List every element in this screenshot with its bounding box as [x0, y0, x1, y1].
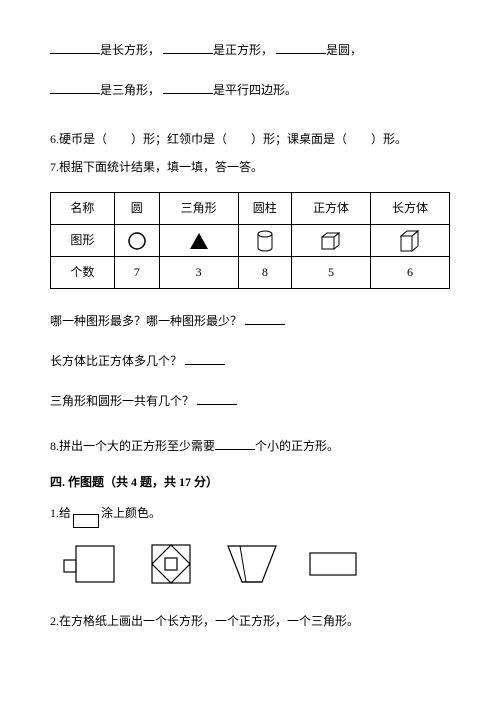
text: 是长方形， [100, 43, 160, 57]
shape-1-icon [60, 540, 118, 588]
th-cuboid: 长方体 [370, 193, 449, 225]
q6-text: 6.硬币是（ ）形；红领巾是（ ）形；课桌面是（ ）形。 [50, 132, 407, 146]
cube-icon [319, 230, 343, 252]
text: 是圆， [326, 43, 362, 57]
fill-line-2: 是三角形， 是平行四边形。 [50, 80, 450, 102]
text: 长方体比正方体多几个？ [50, 354, 182, 368]
cell-triangle-icon [159, 225, 238, 257]
question-7: 7.根据下面统计结果，填一填，答一答。 [50, 157, 450, 179]
blank[interactable] [163, 40, 213, 54]
table-row-shapes: 图形 [51, 225, 450, 257]
text: 是三角形， [100, 83, 160, 97]
blank[interactable] [50, 40, 100, 54]
th-circle: 圆 [114, 193, 159, 225]
blank[interactable] [50, 80, 100, 94]
blank[interactable] [185, 351, 225, 365]
blank[interactable] [215, 436, 255, 450]
table-row-counts: 个数 7 3 8 5 6 [51, 257, 450, 289]
blank[interactable] [276, 40, 326, 54]
question-8: 8.拼出一个大的正方形至少需要 个小的正方形。 [50, 436, 450, 458]
cell-cube-icon [292, 225, 371, 257]
shape-3-icon [224, 540, 280, 588]
blank[interactable] [245, 311, 285, 325]
blank[interactable] [197, 391, 237, 405]
drawing-q2: 2.在方格纸上画出一个长方形，一个正方形，一个三角形。 [50, 611, 450, 633]
count-cell: 5 [292, 257, 371, 289]
count-cell: 6 [370, 257, 449, 289]
table-row-header: 名称 圆 三角形 圆柱 正方体 长方体 [51, 193, 450, 225]
q7-text: 7.根据下面统计结果，填一填，答一答。 [50, 160, 263, 174]
color-box-icon [73, 514, 99, 528]
fill-line-1: 是长方形， 是正方形， 是圆， [50, 40, 450, 62]
q8-text-b: 个小的正方形。 [255, 439, 339, 453]
drawing-shapes-row [50, 539, 450, 589]
count-cell: 7 [114, 257, 159, 289]
q7-sub-a: 哪一种图形最多？哪一种图形最少？ [50, 311, 450, 333]
cell-circle-icon [114, 225, 159, 257]
section-4-title: 四. 作图题（共 4 题，共 17 分） [50, 472, 450, 494]
count-cell: 8 [238, 257, 291, 289]
cuboid-icon [398, 228, 422, 254]
text: 三角形和圆形一共有几个？ [50, 394, 194, 408]
circle-icon [127, 231, 147, 251]
q7-sub-c: 三角形和圆形一共有几个？ [50, 391, 450, 413]
d1-text-b: 涂上颜色。 [101, 506, 161, 520]
text: 是平行四边形。 [213, 83, 297, 97]
cylinder-icon [255, 229, 275, 253]
blank[interactable] [163, 80, 213, 94]
cell-cuboid-icon [370, 225, 449, 257]
question-6: 6.硬币是（ ）形；红领巾是（ ）形；课桌面是（ ）形。 [50, 129, 450, 151]
q8-text-a: 8.拼出一个大的正方形至少需要 [50, 439, 215, 453]
row-label: 图形 [51, 225, 115, 257]
th-cylinder: 圆柱 [238, 193, 291, 225]
shape-2-icon [146, 539, 196, 589]
count-cell: 3 [159, 257, 238, 289]
shape-4-icon [308, 549, 358, 579]
d2-text: 2.在方格纸上画出一个长方形，一个正方形，一个三角形。 [50, 614, 359, 628]
th-cube: 正方体 [292, 193, 371, 225]
drawing-q1: 1.给 涂上颜色。 [50, 503, 450, 525]
row-label: 个数 [51, 257, 115, 289]
shapes-table: 名称 圆 三角形 圆柱 正方体 长方体 图形 [50, 192, 450, 289]
triangle-icon [188, 231, 210, 251]
text: 哪一种图形最多？哪一种图形最少？ [50, 314, 242, 328]
th-triangle: 三角形 [159, 193, 238, 225]
d1-text-a: 1.给 [50, 506, 71, 520]
q7-sub-b: 长方体比正方体多几个？ [50, 351, 450, 373]
text: 是正方形， [213, 43, 273, 57]
cell-cylinder-icon [238, 225, 291, 257]
th-name: 名称 [51, 193, 115, 225]
